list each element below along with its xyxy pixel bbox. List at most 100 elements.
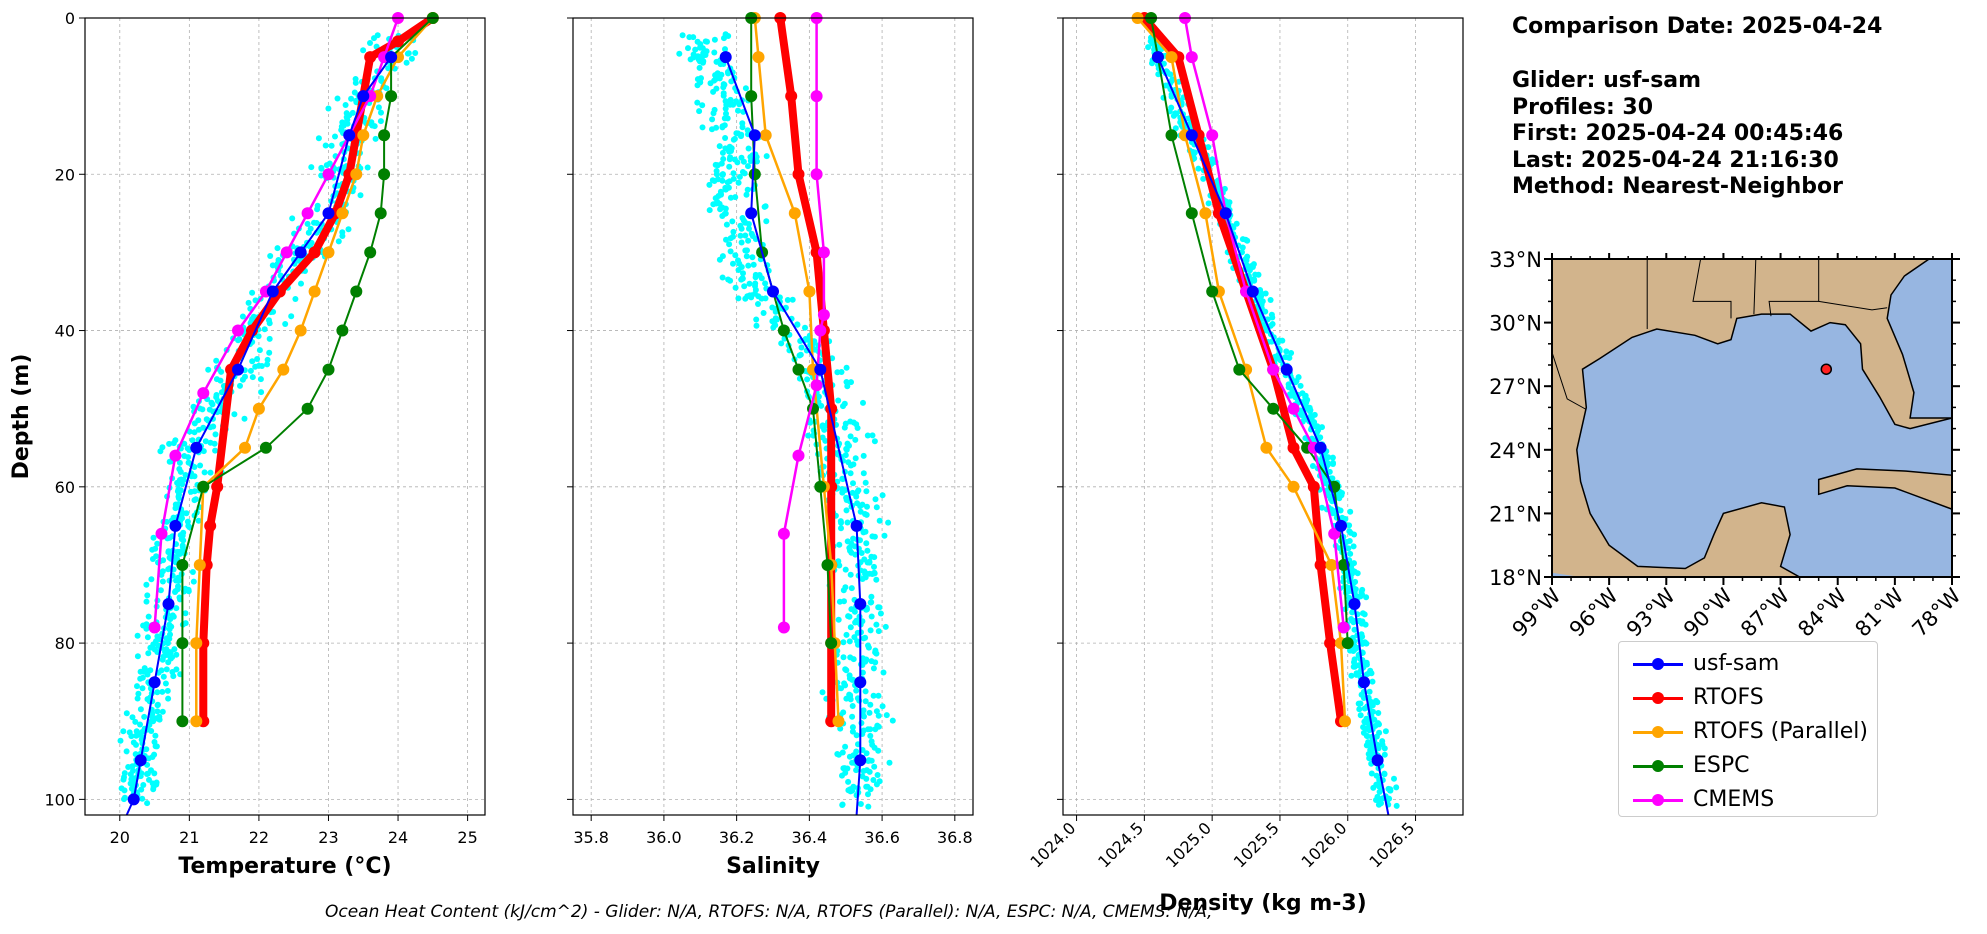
scatter-point xyxy=(153,779,160,786)
scatter-point xyxy=(863,750,870,757)
x-tick-label: 24 xyxy=(388,828,408,847)
scatter-point xyxy=(1348,672,1355,679)
scatter-point xyxy=(154,689,161,696)
scatter-point xyxy=(870,777,877,783)
scatter-point xyxy=(743,191,750,198)
scatter-point xyxy=(732,194,739,201)
scatter-point xyxy=(269,262,276,269)
scatter-point xyxy=(818,402,825,409)
scatter-point xyxy=(685,45,691,52)
scatter-point xyxy=(709,126,715,133)
scatter-point xyxy=(699,45,706,52)
scatter-point xyxy=(849,489,856,496)
map-lat-label: 33°N xyxy=(1489,248,1542,272)
scatter-point xyxy=(1297,382,1304,389)
scatter-point xyxy=(289,215,296,222)
map-lat-label: 21°N xyxy=(1489,502,1542,526)
y-tick-label: 80 xyxy=(55,634,75,653)
data-point xyxy=(792,449,805,462)
data-point xyxy=(850,519,863,532)
scatter-point xyxy=(1349,617,1356,624)
data-point xyxy=(1185,207,1198,220)
profile-panel-0: 20 21 22 23 24 25 0 20 40 60 80 100 Temperature (°C)… xyxy=(9,9,486,879)
scatter-point xyxy=(357,192,364,199)
scatter-point xyxy=(144,800,151,807)
data-point xyxy=(748,129,761,142)
scatter-point xyxy=(720,90,727,97)
scatter-point xyxy=(258,363,265,369)
scatter-point xyxy=(127,771,134,778)
glider-position-marker xyxy=(1820,363,1833,375)
scatter-point xyxy=(738,133,744,140)
scatter-point xyxy=(769,304,776,311)
scatter-point xyxy=(845,459,852,466)
scatter-point xyxy=(308,164,315,171)
scatter-point xyxy=(1172,125,1179,132)
scatter-point xyxy=(374,32,381,39)
glider-name: Glider: usf-sam xyxy=(1512,68,1702,93)
data-point xyxy=(277,363,290,376)
scatter-point xyxy=(849,724,856,731)
data-point xyxy=(777,527,790,540)
data-point xyxy=(378,168,391,181)
scatter-point xyxy=(143,621,150,628)
scatter-point xyxy=(881,532,888,539)
x-tick-label: 36.6 xyxy=(864,828,900,847)
scatter-point xyxy=(1346,594,1353,601)
scatter-point xyxy=(719,253,726,260)
glider-scatter xyxy=(117,32,419,807)
scatter-point xyxy=(308,239,315,246)
data-point xyxy=(176,637,189,650)
data-point xyxy=(788,207,801,220)
scatter-point xyxy=(730,260,736,267)
scatter-point xyxy=(855,487,862,494)
scatter-point xyxy=(385,65,392,72)
scatter-point xyxy=(353,97,360,104)
scatter-point xyxy=(857,801,864,807)
x-tick-label: 36.8 xyxy=(937,828,973,847)
scatter-point xyxy=(1149,60,1155,67)
scatter-point xyxy=(185,522,192,529)
scatter-point xyxy=(1375,801,1382,808)
atlantic-ocean xyxy=(1886,258,1953,419)
scatter-point xyxy=(871,533,878,540)
scatter-point xyxy=(805,432,812,439)
data-point xyxy=(854,676,867,689)
scatter-point xyxy=(257,376,264,383)
x-tick-label: 36.0 xyxy=(646,828,682,847)
scatter-point xyxy=(847,547,853,554)
scatter-point xyxy=(151,739,158,745)
scatter-point xyxy=(266,335,273,342)
scatter-point xyxy=(868,613,875,620)
scatter-point xyxy=(848,379,854,386)
scatter-point xyxy=(266,320,273,327)
scatter-point xyxy=(182,472,189,478)
x-tick-label: 21 xyxy=(179,828,199,847)
legend-marker xyxy=(1652,760,1664,772)
scatter-point xyxy=(725,184,732,191)
scatter-point xyxy=(760,310,767,316)
scatter-point xyxy=(264,361,271,368)
data-point xyxy=(190,715,203,728)
scatter-point xyxy=(860,707,867,714)
legend-entry: RTOFS xyxy=(1619,682,1877,716)
map-lon-label: 93°W xyxy=(1622,583,1680,641)
scatter-point xyxy=(852,436,859,443)
scatter-point xyxy=(873,781,880,788)
data-point xyxy=(1371,754,1384,767)
scatter-point xyxy=(1375,780,1382,787)
scatter-point xyxy=(172,589,178,595)
data-point xyxy=(322,246,335,259)
scatter-point xyxy=(212,431,219,438)
scatter-point xyxy=(128,785,135,792)
scatter-point xyxy=(739,120,746,127)
scatter-point xyxy=(745,237,752,244)
data-point xyxy=(155,527,168,540)
scatter-point xyxy=(821,426,828,433)
scatter-point xyxy=(868,658,875,665)
data-point xyxy=(1358,676,1370,689)
scatter-point xyxy=(134,695,141,702)
scatter-point xyxy=(121,794,128,801)
scatter-point xyxy=(177,468,184,475)
scatter-point xyxy=(175,481,182,488)
